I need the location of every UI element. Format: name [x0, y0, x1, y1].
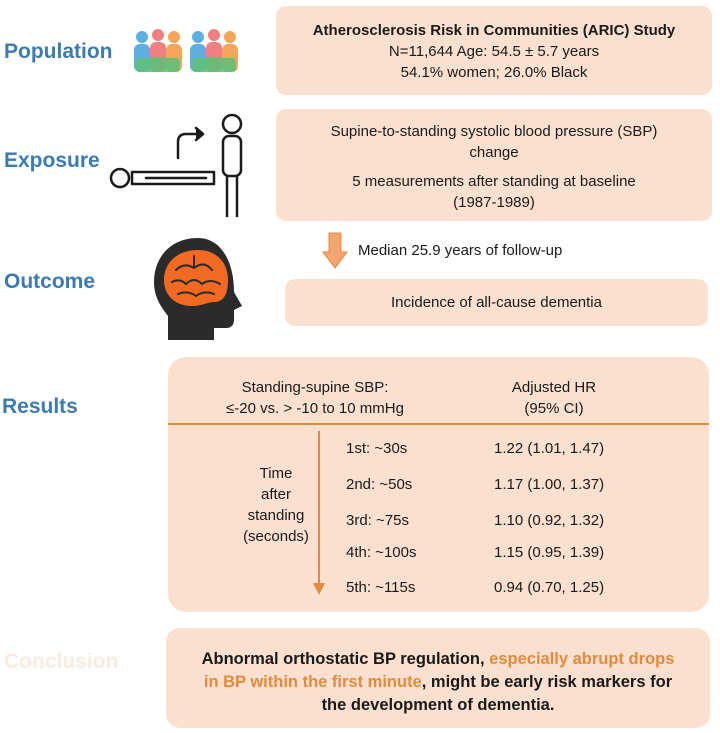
result-row-label: 2nd: ~50s: [346, 476, 413, 493]
time-axis-label-line: after: [260, 486, 291, 503]
conclusion-box: Abnormal orthostatic BP regulation, espe…: [166, 628, 710, 728]
exposure-line2: change: [469, 144, 519, 161]
results-header-left-1: Standing-supine SBP:: [241, 379, 389, 396]
brain-head-icon: [154, 238, 242, 340]
conclusion-text: Abnormal orthostatic BP regulation, espe…: [196, 648, 680, 717]
result-row-label: 5th: ~115s: [346, 579, 416, 596]
conclusion-highlight: especially abrupt drops in BP within the…: [203, 650, 675, 691]
population-line1: N=11,644 Age: 54.5 ± 5.7 years: [388, 43, 600, 60]
time-axis-label-line: standing: [247, 507, 305, 524]
time-axis-label-line: (seconds): [243, 528, 309, 545]
section-label-conclusion: Conclusion: [4, 650, 119, 673]
exposure-line1: Supine-to-standing systolic blood pressu…: [330, 123, 658, 140]
population-box: Atherosclerosis Risk in Communities (ARI…: [276, 6, 712, 95]
exposure-line4: (1987-1989): [453, 194, 535, 211]
results-box: Standing-supine SBP: ≤-20 vs. > -10 to 1…: [168, 357, 709, 612]
result-row-label: 3rd: ~75s: [346, 512, 409, 529]
population-line2: 54.1% women; 26.0% Black: [400, 64, 588, 81]
results-header-right-2: (95% CI): [524, 400, 584, 417]
outcome-text: Incidence of all-cause dementia: [391, 294, 602, 311]
section-label-outcome: Outcome: [4, 270, 96, 293]
down-arrow-icon: [322, 232, 348, 269]
results-header-right: Adjusted HR (95% CI): [474, 377, 634, 419]
conclusion-part2: , might be early risk markers for the de…: [321, 673, 673, 714]
results-header-left: Standing-supine SBP: ≤-20 vs. > -10 to 1…: [210, 377, 420, 419]
population-title: Atherosclerosis Risk in Communities (ARI…: [312, 22, 676, 39]
results-header-left-2: ≤-20 vs. > -10 to 10 mmHg: [226, 400, 404, 417]
conclusion-part1: Abnormal orthostatic BP regulation,: [201, 650, 490, 668]
section-label-exposure: Exposure: [4, 149, 100, 172]
lying-to-standing-icon: [109, 113, 243, 218]
outcome-box: Incidence of all-cause dementia: [285, 279, 708, 326]
timeline-arrow-icon: [313, 431, 325, 595]
result-row-hr: 1.17 (1.00, 1.37): [494, 476, 605, 493]
results-header-right-1: Adjusted HR: [511, 379, 597, 396]
result-row-label: 1st: ~30s: [346, 440, 408, 457]
results-header-divider: [168, 423, 709, 425]
followup-text: Median 25.9 years of follow-up: [358, 242, 563, 259]
result-row-hr: 1.22 (1.01, 1.47): [494, 440, 605, 457]
exposure-box: Supine-to-standing systolic blood pressu…: [276, 109, 712, 221]
result-row-hr: 0.94 (0.70, 1.25): [494, 579, 605, 596]
result-row-label: 4th: ~100s: [346, 544, 417, 561]
exposure-line3: 5 measurements after standing at baselin…: [352, 173, 636, 190]
result-row-hr: 1.15 (0.95, 1.39): [494, 544, 605, 561]
section-label-results: Results: [2, 395, 78, 418]
section-label-population: Population: [4, 40, 113, 63]
people-icon: [134, 29, 238, 72]
time-axis-label-line: Time: [259, 465, 293, 482]
result-row-hr: 1.10 (0.92, 1.32): [494, 512, 605, 529]
time-axis-label: Time after standing (seconds): [226, 463, 326, 547]
